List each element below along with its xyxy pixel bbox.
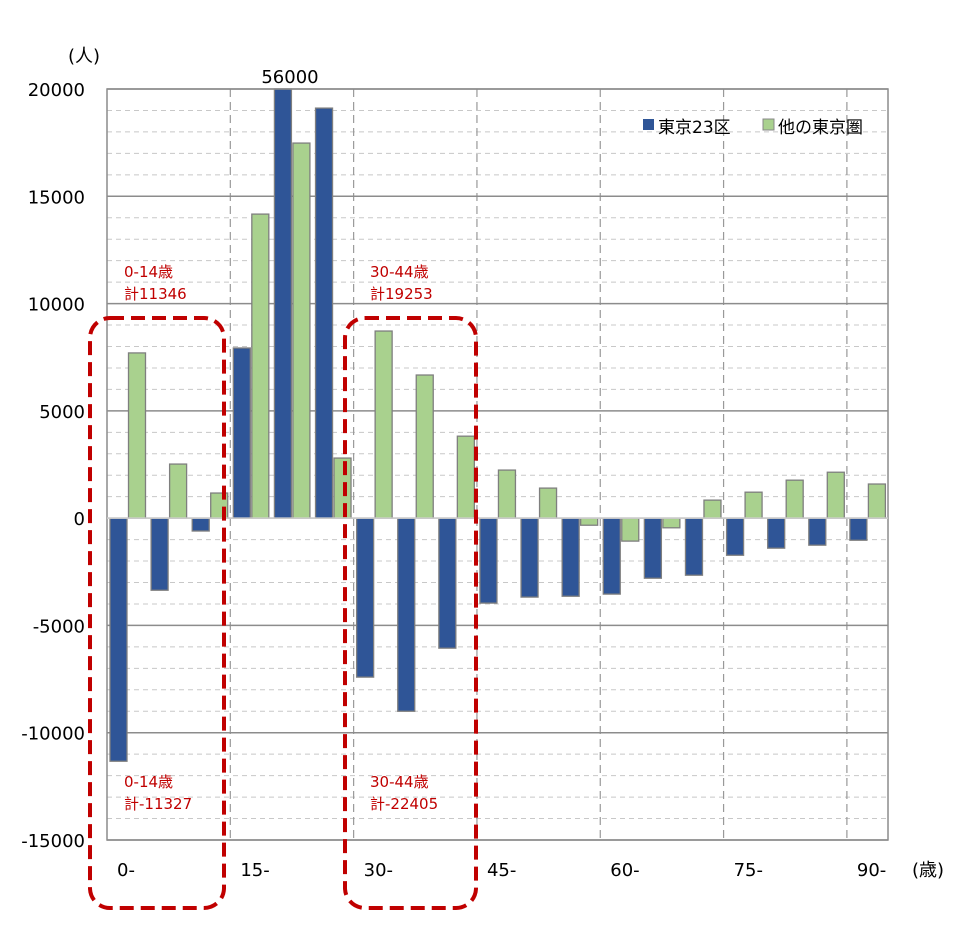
bar-other-tokyo-area-5-9 — [168, 463, 188, 519]
bar-other-tokyo-area-50-54 — [538, 487, 558, 519]
x-tick-label: 0- — [117, 860, 135, 881]
bar-tokyo23-30-34 — [355, 517, 375, 678]
bar-other-tokyo-area-20-24 — [292, 142, 311, 519]
annotation-30-44-lower-line2: 計-22405 — [370, 795, 438, 813]
bar-other-tokyo-area-45-49 — [497, 469, 517, 519]
bar-other-tokyo-area-90- — [867, 483, 887, 519]
legend-swatch-tokyo23 — [643, 119, 654, 130]
annotations: 0-14歳 計11346 30-44歳 計19253 0-14歳 計-11327… — [124, 263, 438, 813]
bar-tokyo23-90- — [849, 517, 868, 541]
bar-other-tokyo-area-30-34 — [374, 330, 393, 519]
bar-tokyo23-0-4 — [109, 517, 128, 762]
y-tick-label: 5000 — [39, 402, 85, 423]
y-axis-ticks: 20000 15000 10000 5000 0 -5000 -10000 -15000 — [21, 80, 85, 852]
bar-tokyo23-15-19 — [232, 347, 251, 519]
annotation-30-44-lower-line1: 30-44歳 — [370, 773, 429, 791]
bar-other-tokyo-area-55-59 — [580, 517, 599, 526]
bar-tokyo23-85-89 — [808, 517, 827, 546]
x-axis-unit-label: (歳) — [912, 860, 944, 881]
bar-other-tokyo-area-70-74 — [703, 499, 722, 519]
bar-other-tokyo-area-80-84 — [785, 479, 804, 519]
y-tick-label: 20000 — [28, 80, 85, 101]
y-tick-label: 0 — [74, 509, 85, 530]
bars — [109, 88, 887, 762]
plot-area-border — [106, 88, 889, 841]
axes — [106, 88, 889, 841]
x-tick-label: 15- — [240, 860, 269, 881]
bar-other-tokyo-area-65-69 — [662, 517, 681, 529]
annotation-30-44-upper-line1: 30-44歳 — [370, 263, 429, 281]
y-tick-label: 15000 — [28, 187, 85, 208]
bar-tokyo23-45-49 — [479, 517, 498, 604]
annotation-0-14-upper-line2: 計11346 — [124, 285, 187, 303]
bar-tokyo23-10-14 — [191, 517, 210, 532]
bar-other-tokyo-area-25-29 — [333, 457, 352, 519]
bar-other-tokyo-area-0-4 — [127, 352, 147, 519]
x-tick-label: 30- — [364, 860, 393, 881]
annotation-0-14-upper-line1: 0-14歳 — [124, 263, 173, 281]
bar-tokyo23-25-29 — [314, 107, 334, 519]
x-tick-label: 45- — [487, 860, 516, 881]
y-tick-label: -15000 — [21, 831, 85, 852]
bar-tokyo23-65-69 — [643, 517, 663, 579]
bar-other-tokyo-area-40-44 — [456, 435, 475, 519]
legend-label-other-tokyo-area: 他の東京圏 — [778, 118, 863, 138]
y-axis-unit-label: (人) — [68, 46, 100, 67]
bar-tokyo23-75-79 — [725, 517, 745, 556]
bar-tokyo23-60-64 — [602, 517, 621, 595]
highlight-box-0-14 — [88, 316, 226, 910]
clipped-value-label: 56000 — [261, 67, 318, 88]
y-tick-label: -5000 — [33, 616, 85, 637]
annotation-0-14-lower-line1: 0-14歳 — [124, 773, 173, 791]
bar-other-tokyo-area-15-19 — [251, 213, 270, 519]
y-tick-label: -10000 — [21, 724, 85, 745]
bar-tokyo23-35-39 — [397, 517, 416, 712]
y-tick-label: 10000 — [28, 295, 85, 316]
x-axis-ticks: 0- 15- 30- 45- 60- 75- 90- — [117, 860, 886, 881]
x-tick-label: 75- — [734, 860, 763, 881]
annotation-30-44-upper-line2: 計19253 — [370, 285, 433, 303]
bar-other-tokyo-area-35-39 — [415, 374, 434, 519]
bar-tokyo23-20-24 — [273, 88, 293, 519]
legend-label-tokyo23: 東京23区 — [658, 118, 731, 138]
x-tick-label: 60- — [610, 860, 639, 881]
highlight-box-30-44 — [343, 316, 478, 910]
bar-other-tokyo-area-75-79 — [744, 491, 763, 519]
legend: 東京23区 他の東京圏 — [643, 118, 863, 138]
bar-tokyo23-5-9 — [150, 517, 169, 591]
annotation-0-14-lower-line2: 計-11327 — [124, 795, 192, 813]
x-tick-label: 90- — [857, 860, 886, 881]
legend-swatch-other-tokyo-area — [762, 118, 775, 131]
highlight-boxes — [88, 316, 478, 910]
bar-other-tokyo-area-60-64 — [621, 517, 640, 542]
bar-tokyo23-55-59 — [561, 517, 580, 597]
bar-tokyo23-50-54 — [520, 517, 539, 598]
bar-tokyo23-70-74 — [684, 517, 704, 576]
bar-tokyo23-80-84 — [767, 517, 786, 549]
bar-tokyo23-40-44 — [438, 517, 457, 649]
bar-other-tokyo-area-85-89 — [826, 471, 845, 519]
